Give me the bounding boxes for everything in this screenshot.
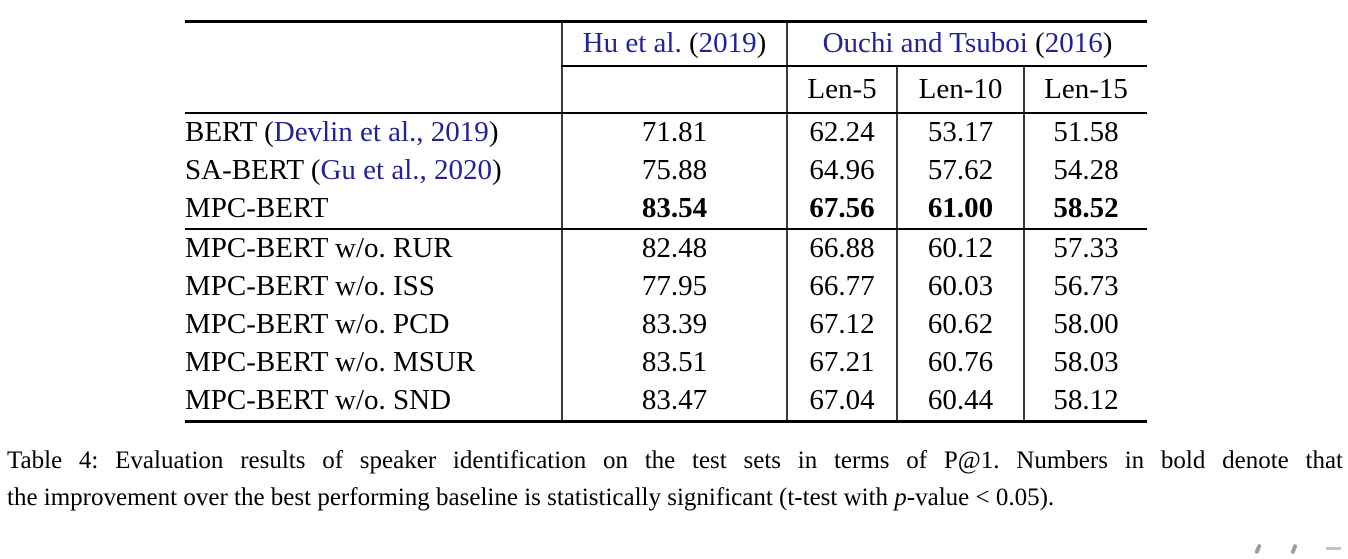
- paren: ): [1102, 27, 1113, 60]
- table-row-wo-iss: MPC-BERT w/o. ISS 77.95 66.77 60.03 56.7…: [185, 268, 1147, 306]
- group-header-row: Hu et al. (2019) Ouchi and Tsuboi (2016): [185, 21, 1147, 67]
- page-edge-artifact-dash: [1326, 547, 1341, 550]
- sub-header-row: Len-5 Len-10 Len-15: [185, 66, 1147, 114]
- metric-value: 71.81: [561, 113, 787, 152]
- model-name: MPC-BERT w/o. ISS: [185, 270, 435, 303]
- paren: (: [681, 27, 699, 60]
- metric-value: 57.33: [1023, 229, 1147, 268]
- col-header-ouchi: Ouchi and Tsuboi (2016): [786, 21, 1147, 67]
- metric-value: 83.47: [561, 382, 787, 422]
- metric-value: 60.44: [896, 382, 1024, 422]
- col-header-hu: Hu et al. (2019): [561, 21, 787, 67]
- table-row-sa-bert: SA-BERT (Gu et al., 2020) 75.88 64.96 57…: [185, 152, 1147, 190]
- metric-value: 60.12: [896, 229, 1024, 268]
- empty-cell: [561, 66, 787, 114]
- page-edge-artifact-tick: [1254, 543, 1262, 555]
- model-label: SA-BERT (Gu et al., 2020): [185, 152, 562, 190]
- paren: ): [756, 27, 767, 60]
- metric-value: 56.73: [1023, 268, 1147, 306]
- empty-cell: [185, 66, 562, 114]
- citation-link[interactable]: Gu et al., 2020: [320, 154, 493, 187]
- caption-text: the improvement over the best performing…: [7, 484, 895, 511]
- model-label: MPC-BERT w/o. ISS: [185, 268, 562, 306]
- model-name: BERT (: [185, 116, 274, 149]
- metric-value: 60.03: [896, 268, 1024, 306]
- caption-italic-p: p: [894, 484, 907, 511]
- model-label: MPC-BERT w/o. RUR: [185, 229, 562, 268]
- table-row-wo-msur: MPC-BERT w/o. MSUR 83.51 67.21 60.76 58.…: [185, 344, 1147, 382]
- metric-value: 66.77: [786, 268, 897, 306]
- metric-value: 54.28: [1023, 152, 1147, 190]
- model-name: MPC-BERT: [185, 192, 329, 225]
- caption-text: -value < 0.05).: [906, 484, 1055, 511]
- metric-value: 57.62: [896, 152, 1024, 190]
- metric-value: 58.52: [1023, 190, 1147, 230]
- table-row-wo-pcd: MPC-BERT w/o. PCD 83.39 67.12 60.62 58.0…: [185, 306, 1147, 344]
- paren: ): [488, 116, 499, 149]
- metric-value: 66.88: [786, 229, 897, 268]
- col-header-len15: Len-15: [1023, 66, 1147, 114]
- col-header-len5: Len-5: [786, 66, 897, 114]
- model-label: MPC-BERT w/o. MSUR: [185, 344, 562, 382]
- paren: ): [492, 154, 502, 187]
- model-label: MPC-BERT: [185, 190, 562, 230]
- model-label: BERT (Devlin et al., 2019): [185, 113, 562, 152]
- table-row-wo-rur: MPC-BERT w/o. RUR 82.48 66.88 60.12 57.3…: [185, 229, 1147, 268]
- metric-value: 64.96: [786, 152, 897, 190]
- model-name: MPC-BERT w/o. MSUR: [185, 346, 476, 379]
- metric-value: 58.00: [1023, 306, 1147, 344]
- citation-year-ouchi[interactable]: 2016: [1044, 27, 1103, 60]
- metric-value: 67.04: [786, 382, 897, 422]
- metric-value: 60.76: [896, 344, 1024, 382]
- caption-line-1: Table 4: Evaluation results of speaker i…: [7, 447, 1343, 474]
- model-label: MPC-BERT w/o. SND: [185, 382, 562, 422]
- metric-value: 83.54: [561, 190, 787, 230]
- metric-value: 60.62: [896, 306, 1024, 344]
- paren: (: [1027, 27, 1045, 60]
- citation-year-hu[interactable]: 2019: [698, 27, 757, 60]
- metric-value: 61.00: [896, 190, 1024, 230]
- model-name: SA-BERT (: [185, 154, 321, 187]
- metric-value: 51.58: [1023, 113, 1147, 152]
- metric-value: 53.17: [896, 113, 1024, 152]
- citation-link-ouchi[interactable]: Ouchi and Tsuboi: [822, 27, 1028, 60]
- caption-line-2: the improvement over the best performing…: [7, 479, 1343, 516]
- metric-value: 67.12: [786, 306, 897, 344]
- metric-value: 83.39: [561, 306, 787, 344]
- citation-link-hu[interactable]: Hu et al.: [582, 27, 682, 60]
- table-row-wo-snd: MPC-BERT w/o. SND 83.47 67.04 60.44 58.1…: [185, 382, 1147, 422]
- col-header-len10: Len-10: [896, 66, 1024, 114]
- page-edge-artifact-tick: [1290, 543, 1298, 555]
- table-caption: Table 4: Evaluation results of speaker i…: [7, 442, 1343, 516]
- citation-link[interactable]: Devlin et al., 2019: [273, 116, 489, 149]
- model-name: MPC-BERT w/o. PCD: [185, 308, 450, 341]
- table-row-mpc-bert: MPC-BERT 83.54 67.56 61.00 58.52: [185, 190, 1147, 230]
- metric-value: 82.48: [561, 229, 787, 268]
- metric-value: 83.51: [561, 344, 787, 382]
- metric-value: 67.56: [786, 190, 897, 230]
- metric-value: 75.88: [561, 152, 787, 190]
- model-name: MPC-BERT w/o. SND: [185, 384, 452, 417]
- model-label: MPC-BERT w/o. PCD: [185, 306, 562, 344]
- metric-value: 77.95: [561, 268, 787, 306]
- metric-value: 58.03: [1023, 344, 1147, 382]
- results-table-figure: Hu et al. (2019) Ouchi and Tsuboi (2016)…: [185, 20, 1147, 423]
- metric-value: 67.21: [786, 344, 897, 382]
- results-table: Hu et al. (2019) Ouchi and Tsuboi (2016)…: [185, 20, 1147, 423]
- metric-value: 62.24: [786, 113, 897, 152]
- empty-corner-cell: [185, 22, 562, 67]
- model-name: MPC-BERT w/o. RUR: [185, 232, 453, 265]
- table-row-bert: BERT (Devlin et al., 2019) 71.81 62.24 5…: [185, 113, 1147, 152]
- metric-value: 58.12: [1023, 382, 1147, 422]
